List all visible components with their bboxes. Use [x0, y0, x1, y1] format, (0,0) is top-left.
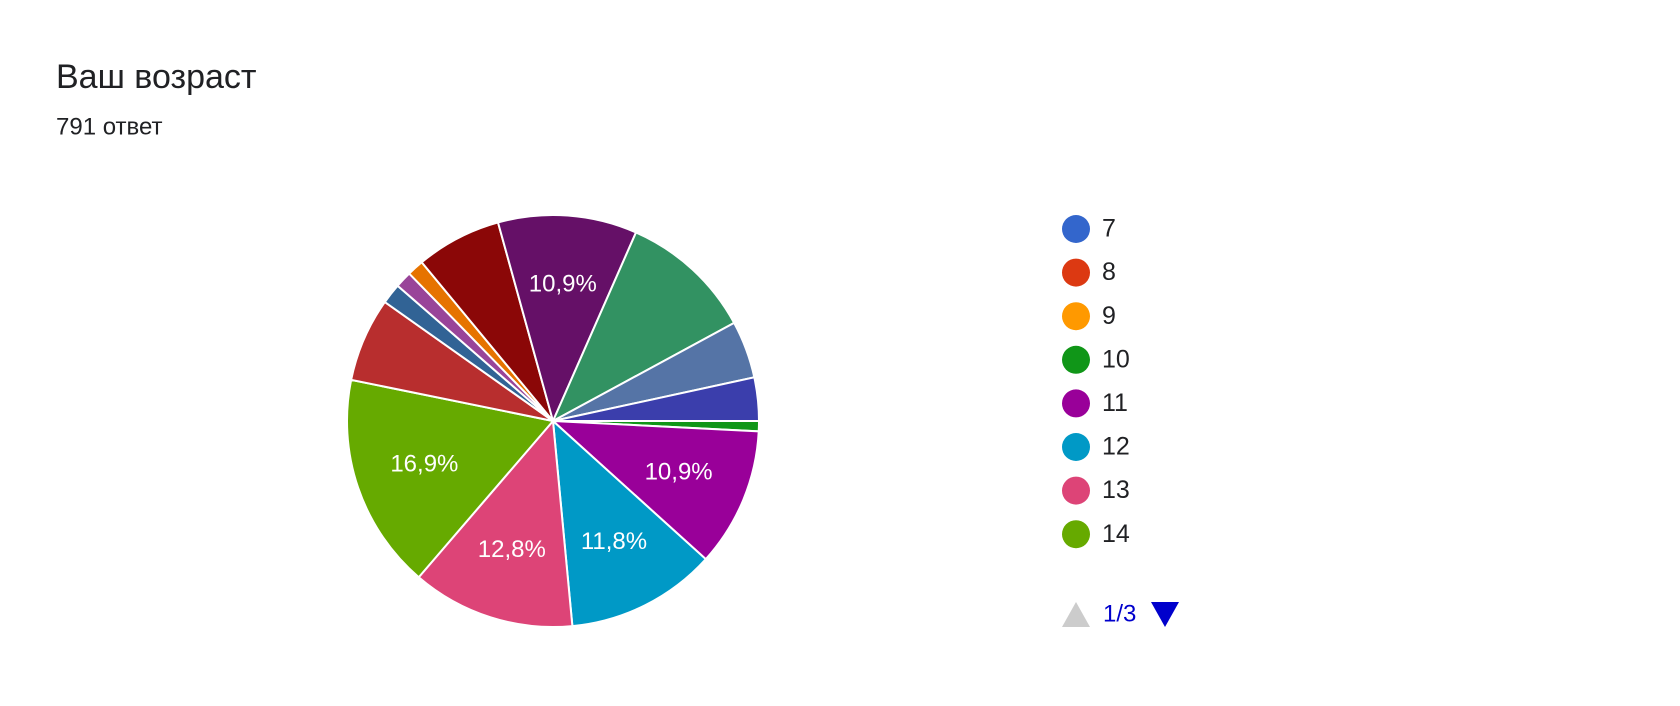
slice-label: 10,9% — [645, 458, 713, 485]
legend-label: 10 — [1102, 345, 1130, 373]
legend-swatch — [1062, 520, 1090, 549]
pie-slice — [417, 418, 574, 628]
pie-slice — [550, 419, 760, 561]
legend-label: 8 — [1102, 258, 1116, 286]
legend-label: 11 — [1102, 389, 1128, 417]
legend-prev[interactable] — [1062, 602, 1090, 627]
legend-swatch — [1062, 215, 1090, 243]
legend-swatch — [1062, 258, 1090, 287]
pie-slice — [346, 378, 555, 579]
pie-slice — [552, 376, 761, 422]
legend-label: 9 — [1102, 302, 1116, 330]
legend-label: 7 — [1102, 215, 1116, 243]
legend-swatch — [1062, 389, 1090, 418]
legend-swatch — [1062, 345, 1090, 374]
legend-swatch — [1062, 476, 1090, 505]
slice-label: 12,8% — [478, 536, 546, 563]
legend-label: 14 — [1102, 520, 1130, 548]
legend-swatch — [1062, 433, 1090, 461]
slice-label: 16,9% — [390, 450, 458, 477]
legend-label: 13 — [1102, 476, 1130, 504]
legend-next[interactable] — [1151, 602, 1179, 627]
slice-label: 10,9% — [529, 271, 597, 298]
legend-swatch — [1062, 302, 1090, 331]
legend-page: 1/3 — [1103, 600, 1136, 627]
pie-slice — [550, 231, 736, 424]
pie-slice — [551, 418, 708, 628]
legend-label: 12 — [1102, 433, 1130, 461]
chart-subtitle: 791 ответ — [56, 113, 163, 140]
slice-label: 11,8% — [581, 528, 647, 555]
chart-title: Ваш возраст — [56, 58, 257, 96]
pie-slice — [496, 214, 638, 424]
